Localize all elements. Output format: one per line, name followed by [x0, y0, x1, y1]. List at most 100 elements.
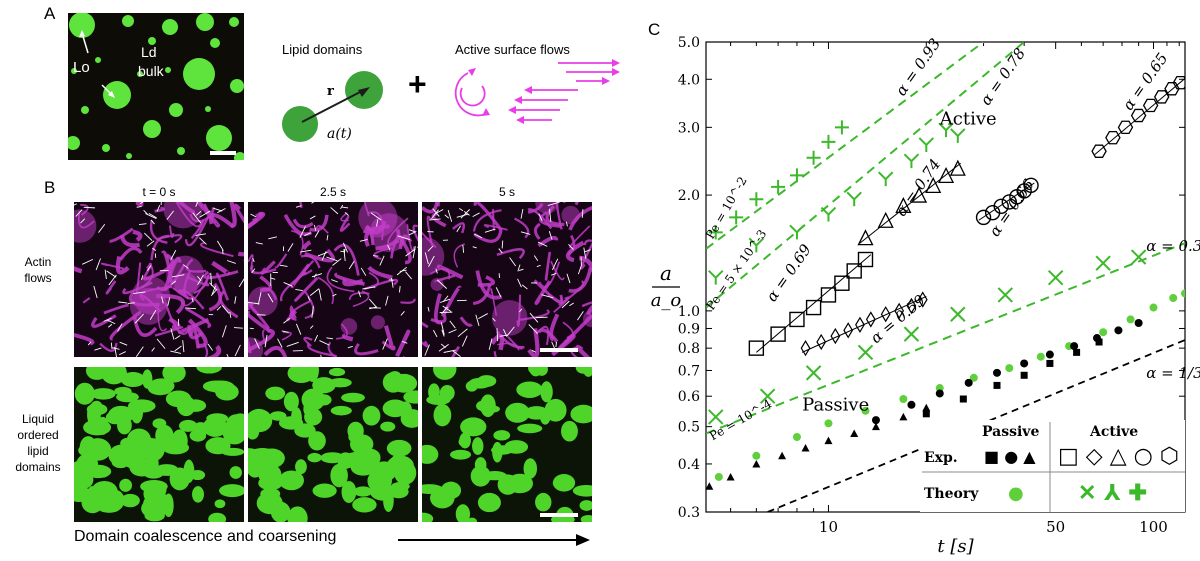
flow-vector [326, 234, 329, 241]
actin-filament [203, 203, 215, 215]
flow-vector [536, 264, 541, 268]
flow-vector [151, 347, 155, 352]
flow-vector [538, 213, 543, 222]
y-tick-label: 3.0 [678, 120, 700, 136]
flow-vector [152, 247, 157, 251]
flow-vector [167, 297, 171, 306]
flow-vector [391, 277, 394, 288]
lipid-domain [206, 413, 229, 424]
actin-filament [507, 335, 523, 350]
data-point [992, 368, 1001, 377]
actin-filament [514, 217, 530, 239]
actin-filament [300, 254, 321, 269]
lipid-domain [265, 386, 286, 401]
actin-filament [237, 251, 244, 257]
data-point [935, 389, 944, 398]
data-point [1105, 130, 1121, 145]
flow-vector [135, 346, 144, 357]
actin-filament [383, 325, 394, 348]
row-label-actin-line2: flows [24, 271, 52, 285]
actin-filament [248, 212, 266, 230]
y-tick-label: 0.5 [678, 420, 700, 436]
legend: Passive Active Exp. Theory ■ ● ▲ □ ◇ △ ○ ⬡ ● ✕ … [920, 420, 1185, 512]
row-label-lipid-line3: lipid [27, 444, 49, 458]
flow-vector [498, 248, 503, 254]
lipid-domain [120, 371, 146, 388]
data-point [778, 451, 787, 460]
lipid-domain [258, 475, 283, 491]
actin-filament [301, 240, 312, 251]
lipid-image-t5 [422, 367, 592, 522]
flow-vector [429, 218, 441, 221]
legend-row-exp: Exp. [924, 450, 958, 466]
data-point [752, 459, 761, 468]
exp-fit-line [859, 162, 961, 244]
actin-image-t5 [422, 202, 592, 357]
flow-vector [156, 338, 166, 349]
time-label-1: 2.5 s [319, 185, 346, 199]
flow-vector [555, 341, 557, 348]
theory-line [706, 42, 1025, 309]
flow-vector [501, 240, 504, 249]
lipid-domain [523, 458, 538, 479]
flow-vector [216, 240, 224, 251]
lipid-domain [307, 452, 322, 463]
y-tick-label: 2.0 [678, 188, 700, 204]
flow-vector [195, 202, 199, 207]
actin-filament [207, 344, 222, 357]
lipid-domain [341, 392, 365, 403]
flow-vector [197, 274, 204, 286]
flow-vector [144, 232, 153, 241]
data-point [907, 400, 916, 409]
lipid-domain [570, 404, 592, 424]
actin-cluster [491, 300, 528, 336]
actin-filament [326, 266, 355, 293]
legend-theory-active-symbols: ✕ ⅄ ✚ [1078, 480, 1147, 506]
flow-vector [358, 290, 361, 298]
lipid-domain [196, 367, 222, 374]
fit-line [767, 339, 1185, 512]
actin-filament [215, 272, 230, 301]
y-tick-label: 0.6 [678, 389, 700, 405]
actin-cluster [340, 318, 358, 335]
data-point [748, 340, 765, 356]
flow-vector [234, 296, 237, 304]
flow-vector [447, 209, 453, 222]
flow-vector [475, 314, 480, 326]
actin-filament [150, 234, 170, 261]
flow-vector [106, 319, 116, 325]
flow-vector [405, 271, 413, 280]
flow-vector [118, 351, 126, 356]
flow-vector [340, 204, 344, 210]
data-point [997, 287, 1014, 303]
data-point [771, 179, 786, 194]
actin-filament [168, 225, 175, 238]
data-point [1172, 75, 1185, 90]
lipid-domain [552, 474, 576, 492]
alpha-label: α = 0.34 [1146, 237, 1200, 255]
actin-filament [533, 222, 541, 240]
lipid-domain [348, 430, 364, 443]
lipid-domain [535, 492, 552, 512]
actin-filament [341, 333, 354, 342]
lipid-domain [422, 512, 434, 522]
actin-filament [208, 282, 222, 312]
lipid-domain [283, 391, 299, 412]
lipid-domain [85, 464, 112, 479]
region-label-active: Active [939, 109, 997, 130]
flow-vector [210, 272, 212, 286]
actin-filament [294, 276, 319, 302]
flow-vector [583, 247, 587, 259]
data-point [903, 326, 920, 342]
series-triangle [857, 159, 966, 246]
lipid-domain [460, 417, 487, 437]
data-point [993, 198, 1009, 215]
flow-vector [326, 256, 338, 262]
coarsening-arrow [398, 534, 590, 546]
flow-vector [295, 288, 303, 291]
lipid-domain [403, 390, 418, 404]
y-tick-label: 0.9 [678, 321, 700, 337]
actin-filament [154, 326, 184, 337]
actin-cluster [582, 310, 592, 328]
flow-vector [492, 317, 496, 322]
